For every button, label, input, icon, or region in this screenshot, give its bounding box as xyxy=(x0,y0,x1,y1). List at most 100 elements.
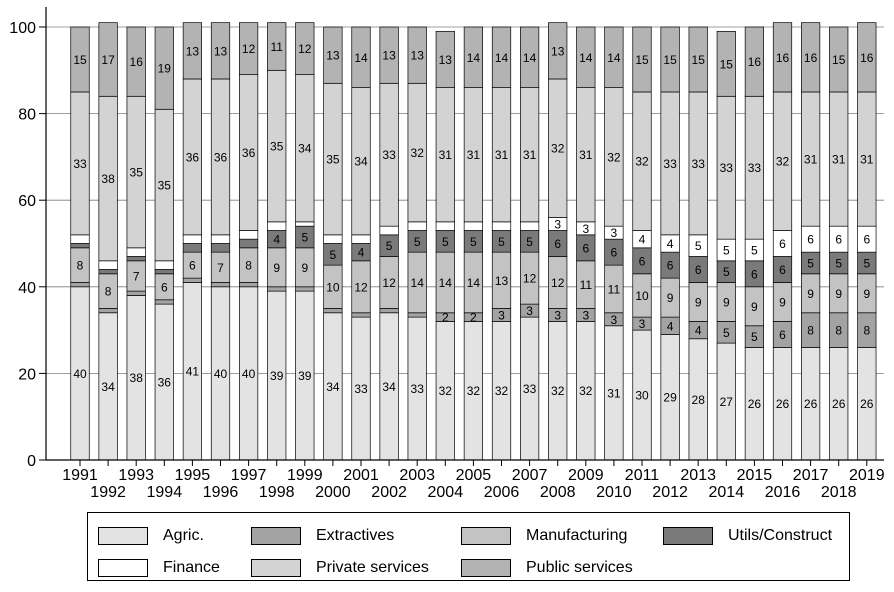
bar-segment xyxy=(323,234,343,244)
data-label: 6 xyxy=(779,328,786,342)
data-label: 14 xyxy=(523,51,537,65)
bar-segment xyxy=(210,22,231,80)
data-label: 31 xyxy=(495,148,509,162)
data-label: 8 xyxy=(835,324,842,338)
bar-segment xyxy=(154,26,174,110)
legend-label: Utils/Construct xyxy=(728,527,833,544)
legend: Agric. Extractives Manufacturing Utils/Cons… xyxy=(87,512,850,581)
data-label: 4 xyxy=(667,319,674,333)
data-label: 41 xyxy=(186,365,200,379)
data-label: 3 xyxy=(498,308,505,322)
data-label: 13 xyxy=(326,49,340,63)
data-label: 10 xyxy=(635,289,649,303)
data-label: 15 xyxy=(720,57,734,71)
data-label: 6 xyxy=(667,259,674,273)
data-label: 6 xyxy=(779,263,786,277)
data-label: 35 xyxy=(270,140,284,154)
data-label: 13 xyxy=(439,53,453,67)
legend-label: Agric. xyxy=(163,527,204,544)
data-label: 6 xyxy=(639,254,646,268)
data-label: 40 xyxy=(242,367,256,381)
data-label: 33 xyxy=(73,157,87,171)
data-label: 6 xyxy=(695,263,702,277)
data-label: 16 xyxy=(860,51,874,65)
data-label: 5 xyxy=(526,235,533,249)
legend-label: Public services xyxy=(526,559,633,576)
bar-segment xyxy=(182,277,202,283)
data-label: 3 xyxy=(582,308,589,322)
data-label: 9 xyxy=(751,300,758,314)
data-label: 6 xyxy=(161,280,168,294)
data-label: 34 xyxy=(298,142,312,156)
data-label: 11 xyxy=(580,278,593,292)
bar-segment xyxy=(491,26,512,88)
bar-segment xyxy=(126,247,146,257)
legend-swatch xyxy=(251,527,301,545)
data-label: 2 xyxy=(442,311,449,325)
data-label: 3 xyxy=(554,218,561,232)
bar-segment xyxy=(267,286,287,292)
data-label: 2 xyxy=(470,311,477,325)
data-label: 15 xyxy=(663,53,677,67)
bar-segment xyxy=(126,26,146,97)
bar-segment xyxy=(295,22,315,75)
legend-item: Finance xyxy=(98,556,220,580)
bar-segment xyxy=(379,26,399,84)
data-label: 3 xyxy=(582,222,589,236)
x-tick-label: 2006 xyxy=(484,484,520,501)
data-label: 10 xyxy=(326,280,340,294)
bar-segment xyxy=(182,22,202,80)
data-label: 16 xyxy=(804,51,818,65)
legend-item: Extractives xyxy=(251,524,394,548)
bar-segment xyxy=(70,234,90,244)
data-label: 6 xyxy=(554,237,561,251)
data-label: 26 xyxy=(832,397,846,411)
bar-segment xyxy=(632,26,652,93)
x-tick-label: 2016 xyxy=(765,484,801,501)
y-tick-label: 40 xyxy=(18,280,36,297)
bar-segment xyxy=(70,282,90,288)
bar-segment xyxy=(772,22,793,93)
bar-segment xyxy=(239,230,259,240)
data-label: 32 xyxy=(551,142,565,156)
data-label: 30 xyxy=(635,389,649,403)
y-tick-label: 100 xyxy=(9,20,36,37)
bar-segment xyxy=(70,243,90,249)
bar-segment xyxy=(576,26,596,88)
data-label: 3 xyxy=(554,308,561,322)
data-label: 8 xyxy=(863,324,870,338)
bar-segment xyxy=(154,269,174,275)
data-label: 3 xyxy=(611,226,618,240)
data-label: 14 xyxy=(495,51,509,65)
data-label: 9 xyxy=(863,287,870,301)
data-label: 6 xyxy=(582,241,589,255)
data-label: 3 xyxy=(611,313,618,327)
bar-segment xyxy=(800,22,821,93)
data-label: 4 xyxy=(273,233,280,247)
data-label: 5 xyxy=(695,239,702,253)
data-label: 6 xyxy=(779,237,786,251)
data-label: 17 xyxy=(101,53,115,67)
bar-segment xyxy=(182,243,202,253)
data-label: 31 xyxy=(467,148,481,162)
data-label: 14 xyxy=(439,276,453,290)
data-label: 6 xyxy=(835,233,842,247)
bar-segment xyxy=(70,26,90,93)
legend-swatch xyxy=(251,559,301,577)
bar-segment xyxy=(210,243,231,253)
data-label: 15 xyxy=(832,53,846,67)
x-tick-label: 2003 xyxy=(399,467,435,484)
data-label: 13 xyxy=(214,44,228,58)
bar-segment xyxy=(126,256,146,262)
x-tick-label: 2019 xyxy=(849,467,885,484)
data-label: 14 xyxy=(411,276,425,290)
data-label: 5 xyxy=(807,256,814,270)
x-tick-label: 2008 xyxy=(540,484,576,501)
data-label: 4 xyxy=(667,237,674,251)
bar-segment xyxy=(463,26,483,88)
bar-segment xyxy=(267,22,287,71)
data-label: 9 xyxy=(667,291,674,305)
data-label: 4 xyxy=(639,233,646,247)
x-tick-label: 1999 xyxy=(287,467,323,484)
legend-swatch xyxy=(461,527,511,545)
